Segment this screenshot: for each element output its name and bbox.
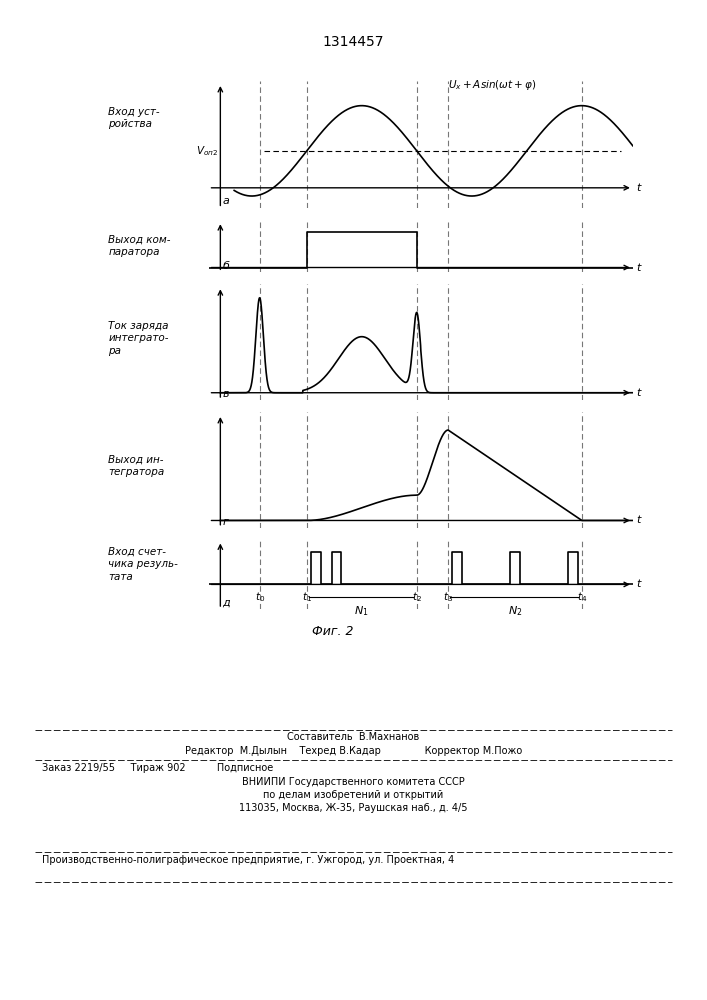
Text: $t_3$: $t_3$ xyxy=(443,590,453,604)
Text: в: в xyxy=(222,389,229,399)
Text: г: г xyxy=(222,517,228,527)
Text: Выход ком-
паратора: Выход ком- паратора xyxy=(108,235,171,257)
Text: Заказ 2219/55     Тираж 902          Подписное: Заказ 2219/55 Тираж 902 Подписное xyxy=(42,763,274,773)
Text: $N_2$: $N_2$ xyxy=(508,605,522,618)
Text: $t_2$: $t_2$ xyxy=(411,590,421,604)
Text: д: д xyxy=(222,598,230,608)
Text: t: t xyxy=(637,263,641,273)
Text: Вход счет-
чика резуль-
тата: Вход счет- чика резуль- тата xyxy=(108,547,178,582)
Text: $t_0$: $t_0$ xyxy=(255,590,264,604)
Text: ВНИИПИ Государственного комитета СССР: ВНИИПИ Государственного комитета СССР xyxy=(242,777,465,787)
Text: $N_1$: $N_1$ xyxy=(354,605,369,618)
Text: Редактор  М.Дылын    Техред В.Кадар              Корректор М.Пожо: Редактор М.Дылын Техред В.Кадар Корректо… xyxy=(185,746,522,756)
Text: Вход уст-
ройства: Вход уст- ройства xyxy=(108,107,160,129)
Text: б: б xyxy=(222,261,229,271)
Text: t: t xyxy=(637,388,641,398)
Text: 1314457: 1314457 xyxy=(323,35,384,49)
Text: а: а xyxy=(222,196,229,206)
Text: Фиг. 2: Фиг. 2 xyxy=(312,625,353,638)
Text: $U_x+Asin(\omega t+\varphi)$: $U_x+Asin(\omega t+\varphi)$ xyxy=(448,78,537,92)
Text: $V_{оп2}$: $V_{оп2}$ xyxy=(197,144,218,158)
Text: 113035, Москва, Ж-35, Раушская наб., д. 4/5: 113035, Москва, Ж-35, Раушская наб., д. … xyxy=(239,803,468,813)
Text: Выход ин-
тегратора: Выход ин- тегратора xyxy=(108,455,165,477)
Text: t: t xyxy=(637,579,641,589)
Text: Производственно-полиграфическое предприятие, г. Ужгород, ул. Проектная, 4: Производственно-полиграфическое предприя… xyxy=(42,855,455,865)
Text: по делам изобретений и открытий: по делам изобретений и открытий xyxy=(264,790,443,800)
Text: t: t xyxy=(637,183,641,193)
Text: t: t xyxy=(637,515,641,525)
Text: Ток заряда
интеграто-
ра: Ток заряда интеграто- ра xyxy=(108,321,169,356)
Text: $t_4$: $t_4$ xyxy=(577,590,587,604)
Text: $t_1$: $t_1$ xyxy=(302,590,312,604)
Text: Составитель  В.Махнанов: Составитель В.Махнанов xyxy=(287,732,420,742)
